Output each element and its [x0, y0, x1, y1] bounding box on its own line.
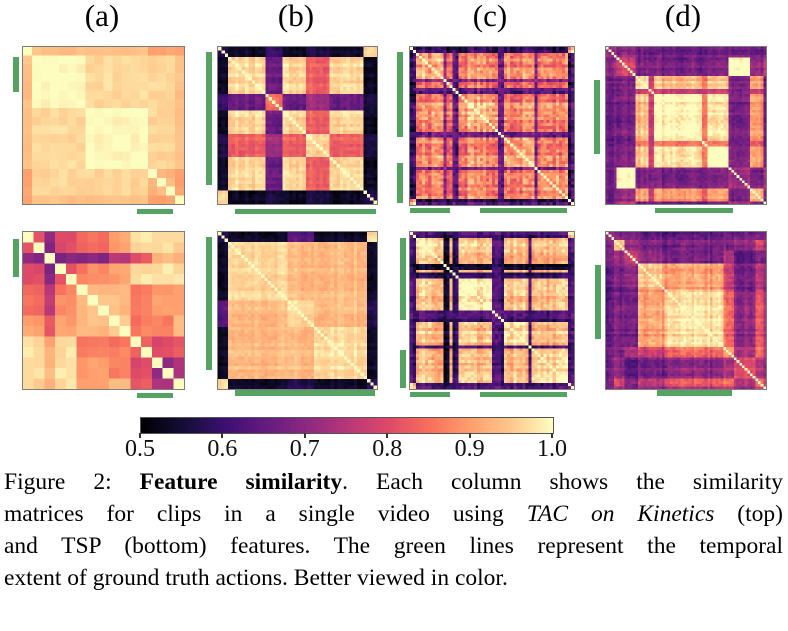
column-label-a: (a)	[84, 0, 120, 33]
caption-line: matrices for clips in a single video usi…	[4, 498, 783, 530]
similarity-matrix-b-top	[217, 46, 378, 205]
caption-text: Figure 2:	[4, 469, 140, 495]
green-action-extent-bar	[410, 392, 450, 397]
similarity-matrix-b-bottom	[217, 231, 378, 390]
green-action-extent-bar	[13, 57, 19, 92]
column-label-d: (d)	[664, 0, 702, 33]
green-action-extent-bar	[595, 265, 601, 339]
similarity-matrix-c-bottom	[409, 231, 575, 390]
green-action-extent-bar	[480, 392, 567, 397]
colorbar: 0.5 0.6 0.7 0.8 0.9 1.0	[125, 417, 567, 462]
figure-caption: Figure 2: Feature similarity. Each colum…	[4, 466, 783, 594]
caption-text: extent of ground truth actions. Better v…	[4, 565, 508, 591]
colorbar-tick-label: 1.0	[537, 436, 567, 462]
caption-bold-text: Feature similarity	[139, 469, 343, 495]
green-action-extent-bar	[235, 209, 376, 214]
colorbar-tick	[551, 433, 553, 438]
green-action-extent-bar	[480, 208, 567, 213]
similarity-matrix-c-top	[409, 46, 575, 206]
green-action-extent-bar	[410, 208, 450, 213]
colorbar-tick-label: 0.8	[372, 436, 403, 462]
caption-text: (top)	[714, 501, 783, 527]
green-action-extent-bar	[137, 209, 173, 214]
green-action-extent-bar	[655, 208, 733, 213]
green-action-extent-bar	[397, 52, 403, 137]
green-action-extent-bar	[397, 163, 403, 203]
green-action-extent-bar	[137, 393, 173, 398]
column-label-b: (b)	[277, 0, 315, 33]
colorbar-tick-label: 0.5	[125, 436, 155, 462]
colorbar-tick	[468, 433, 471, 438]
caption-text: . Each column shows the similarity	[342, 469, 783, 495]
green-action-extent-bar	[400, 350, 406, 388]
similarity-matrix-a-bottom	[22, 231, 185, 390]
colorbar-tick-label: 0.7	[289, 436, 320, 462]
colorbar-gradient	[140, 417, 554, 434]
colorbar-tick	[386, 433, 389, 438]
caption-line: Figure 2: Feature similarity. Each colum…	[4, 466, 783, 498]
similarity-matrix-d-bottom	[605, 231, 767, 390]
green-action-extent-bar	[13, 239, 19, 277]
colorbar-tick	[221, 433, 224, 438]
similarity-matrix-d-top	[605, 46, 767, 205]
colorbar-tick	[303, 433, 306, 438]
caption-text: and TSP (bottom) features. The green lin…	[4, 533, 783, 559]
caption-text: matrices for clips in a single video usi…	[4, 501, 527, 527]
caption-italic-text: TAC on Kinetics	[526, 501, 715, 527]
green-action-extent-bar	[594, 80, 600, 154]
green-action-extent-bar	[206, 52, 212, 185]
green-action-extent-bar	[206, 237, 212, 370]
colorbar-tick-label: 0.6	[207, 436, 238, 462]
column-label-c: (c)	[472, 0, 508, 33]
caption-line: and TSP (bottom) features. The green lin…	[4, 530, 783, 562]
green-action-extent-bar	[400, 238, 406, 320]
colorbar-tick	[139, 433, 141, 438]
caption-line: extent of ground truth actions. Better v…	[4, 562, 783, 594]
similarity-matrix-a-top	[22, 46, 185, 205]
colorbar-tick-label: 0.9	[454, 436, 485, 462]
green-action-extent-bar	[235, 390, 375, 396]
green-action-extent-bar	[657, 390, 732, 396]
